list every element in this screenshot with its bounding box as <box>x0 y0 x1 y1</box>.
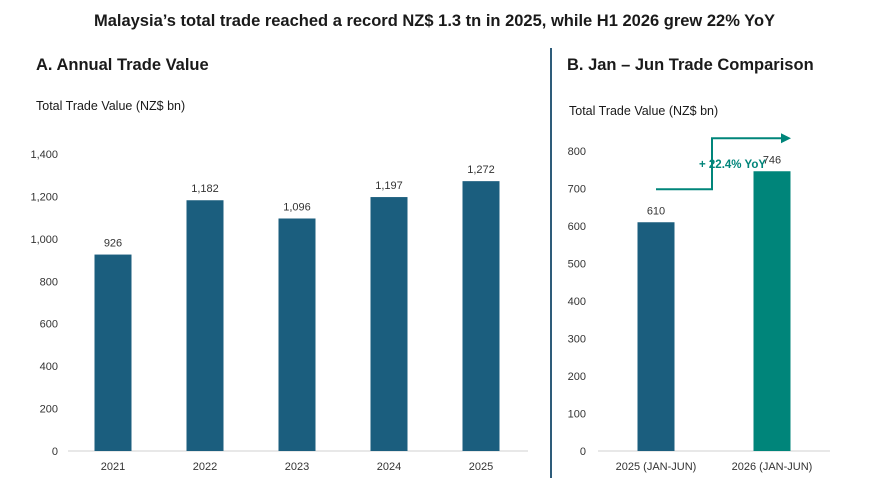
panel-a-title: A. Annual Trade Value <box>36 56 209 74</box>
y-tick-label: 200 <box>40 404 58 416</box>
yoy-growth-label: + 22.4% YoY <box>699 159 766 171</box>
y-tick-label: 800 <box>568 146 586 158</box>
y-tick-label: 400 <box>568 296 586 308</box>
y-tick-label: 1,000 <box>30 234 58 246</box>
bar <box>186 200 224 451</box>
y-tick-label: 400 <box>40 361 58 373</box>
y-tick-label: 1,200 <box>30 191 58 203</box>
main-title: Malaysia’s total trade reached a record … <box>93 12 776 30</box>
x-tick-label: 2025 (JAN-JUN) <box>616 461 697 473</box>
bar <box>278 218 316 451</box>
bar <box>370 197 408 451</box>
y-tick-label: 300 <box>568 334 586 346</box>
panel-a-ylabel: Total Trade Value (NZ$ bn) <box>36 99 186 113</box>
data-label: 1,182 <box>191 183 219 195</box>
y-tick-label: 100 <box>568 409 586 421</box>
bar <box>94 254 132 451</box>
data-label: 1,096 <box>283 201 311 213</box>
y-tick-label: 600 <box>40 319 58 331</box>
x-tick-label: 2022 <box>193 461 217 473</box>
x-tick-label: 2025 <box>469 461 493 473</box>
x-tick-label: 2024 <box>377 461 401 473</box>
panel-divider <box>550 48 552 478</box>
y-tick-label: 1,400 <box>30 149 58 161</box>
y-tick-label: 200 <box>568 371 586 383</box>
data-label: 1,272 <box>467 164 495 176</box>
x-tick-label: 2026 (JAN-JUN) <box>732 461 813 473</box>
bar <box>462 181 500 451</box>
bar <box>637 222 675 451</box>
x-tick-label: 2023 <box>285 461 309 473</box>
y-tick-label: 800 <box>40 276 58 288</box>
bar <box>753 171 791 451</box>
y-tick-label: 0 <box>580 446 586 458</box>
data-label: 1,197 <box>375 180 403 192</box>
data-label: 926 <box>104 238 122 250</box>
data-label: 746 <box>763 154 781 166</box>
y-tick-label: 0 <box>52 446 58 458</box>
panel-b-ylabel: Total Trade Value (NZ$ bn) <box>569 104 719 118</box>
y-tick-label: 600 <box>568 221 586 233</box>
x-tick-label: 2021 <box>101 461 125 473</box>
y-tick-label: 700 <box>568 184 586 196</box>
panel-b-title: B. Jan – Jun Trade Comparison <box>567 56 814 74</box>
yoy-arrowhead-icon <box>781 133 791 144</box>
yoy-connector-line <box>656 137 782 191</box>
y-tick-label: 500 <box>568 259 586 271</box>
data-label: 610 <box>647 205 665 217</box>
